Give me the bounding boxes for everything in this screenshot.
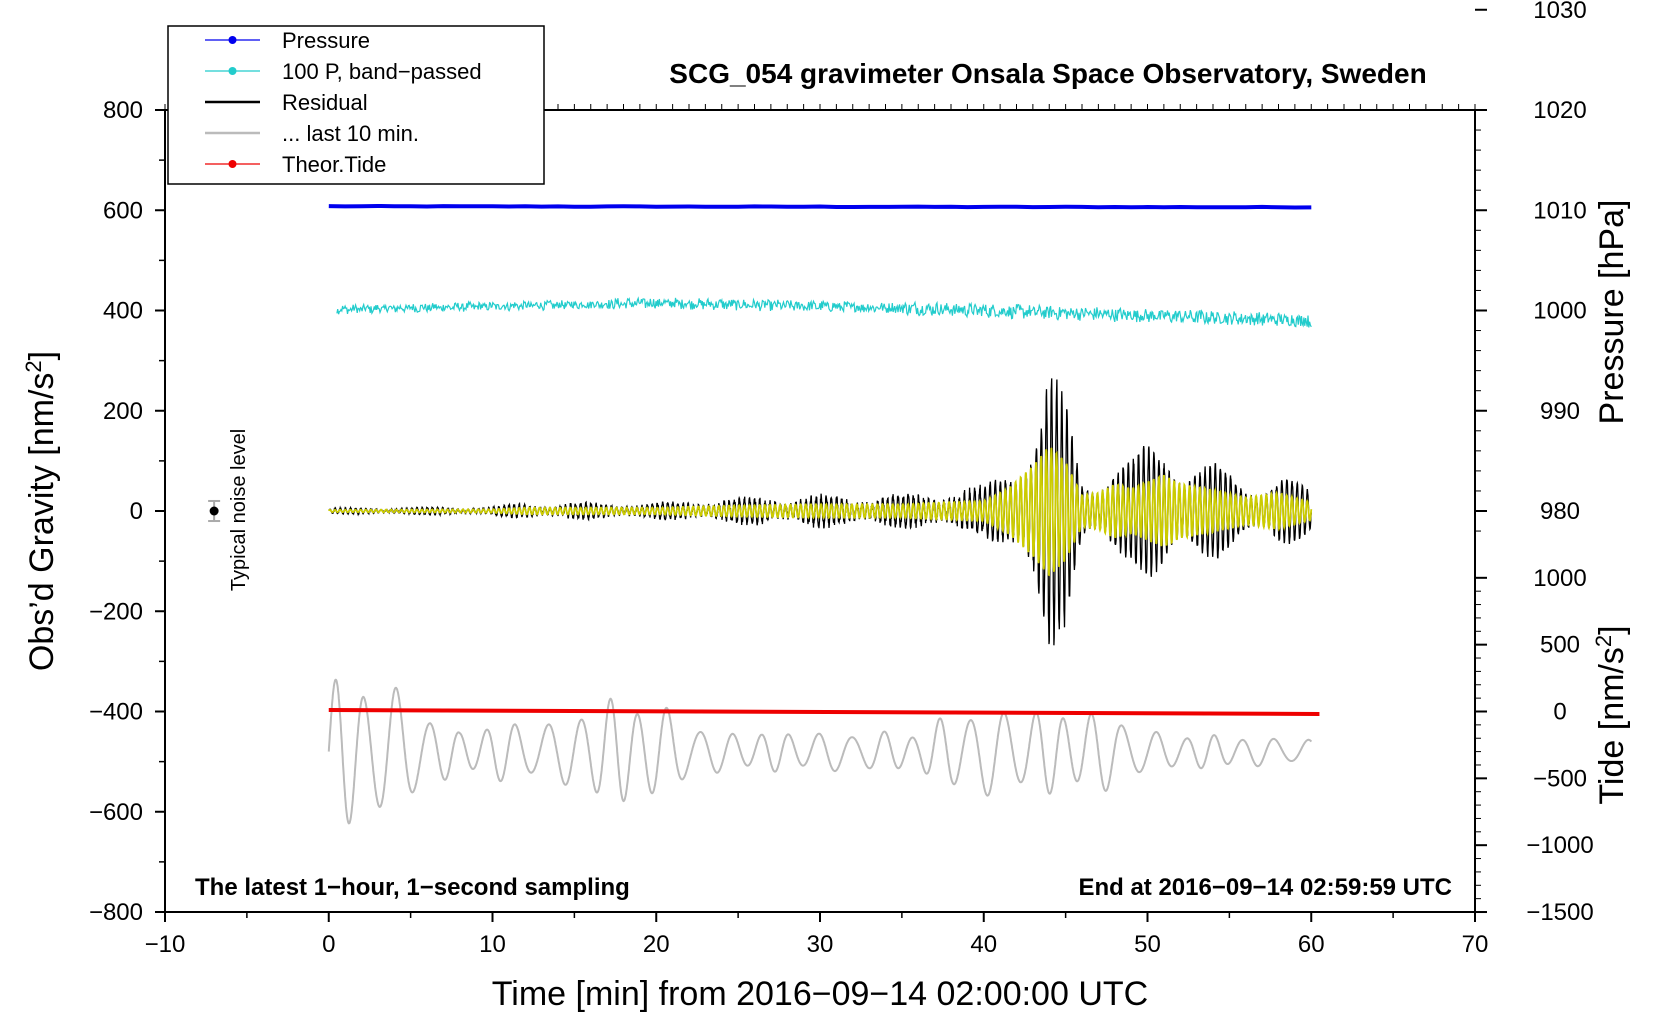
x-tick-label: −10 (145, 931, 186, 958)
pressure-tick-label: 990 (1540, 398, 1580, 425)
x-tick-label: 50 (1134, 931, 1161, 958)
tide-tick-label: −1000 (1526, 832, 1593, 859)
y-tick-label: −200 (89, 598, 143, 625)
chart-title: SCG_054 gravimeter Onsala Space Observat… (669, 58, 1426, 89)
y-axis: −800 −600 −400 −200 0 200 400 600 800 (89, 97, 165, 926)
legend-label: Pressure (282, 28, 370, 53)
legend-marker (228, 160, 237, 168)
legend-label: 100 P, band−passed (282, 59, 482, 84)
tide-tick-label: −1500 (1526, 899, 1593, 926)
x-tick-label: 30 (807, 931, 834, 958)
series-theor-tide (328, 707, 1320, 717)
x-tick-label: 20 (643, 931, 670, 958)
noise-level-label: Typical noise level (228, 429, 250, 591)
series-layer (327, 203, 1320, 825)
tide-tick-label: 0 (1553, 699, 1566, 726)
x-tick-label: 40 (970, 931, 997, 958)
tide-axis: −1500 −1000 −500 0 500 1000 (1475, 565, 1594, 926)
x-tick-label: 60 (1298, 931, 1325, 958)
series-residual-filtered (327, 447, 1313, 577)
y-tick-label: 200 (103, 398, 143, 425)
tide-axis-title-sup: 2 (1591, 635, 1616, 647)
legend: Pressure 100 P, band−passed Residual ... la… (167, 25, 545, 185)
x-tick-label: 0 (322, 931, 335, 958)
tide-axis-title: Tide [nm/s2] (1591, 625, 1632, 804)
pressure-axis-title: Pressure [hPa] (1593, 200, 1631, 425)
x-tick-label: 10 (479, 931, 506, 958)
y-tick-label: −800 (89, 899, 143, 926)
y-tick-label: 800 (103, 97, 143, 124)
pressure-tick-label: 1010 (1533, 197, 1586, 224)
annotation-bottom-left: The latest 1−hour, 1−second sampling (195, 874, 630, 901)
y-tick-label: −600 (89, 799, 143, 826)
legend-marker (228, 36, 237, 44)
noise-level-marker: Typical noise level (208, 429, 250, 591)
x-axis: −10 0 10 20 30 40 50 60 70 (145, 912, 1489, 958)
series-last-10-min (327, 678, 1313, 825)
tide-tick-label: 1000 (1533, 565, 1586, 592)
y-tick-label: 400 (103, 298, 143, 325)
tide-axis-title-end: ] (1593, 625, 1631, 634)
series-pressure (328, 203, 1312, 210)
y-axis-title: Obs’d Gravity [nm/s2] (21, 351, 62, 671)
pressure-axis: 980 990 1000 1010 1020 1030 (1475, 0, 1587, 532)
series-100p-band-passed (336, 296, 1312, 328)
y-tick-label: 0 (130, 498, 143, 525)
tide-axis-title-main: Tide [nm/s (1593, 647, 1631, 804)
x-tick-label: 70 (1462, 931, 1489, 958)
y-tick-label: −400 (89, 699, 143, 726)
noise-dot (209, 506, 219, 516)
legend-box (167, 25, 545, 185)
y-tick-label: 600 (103, 197, 143, 224)
annotation-bottom-right: End at 2016−09−14 02:59:59 UTC (1078, 874, 1452, 901)
tide-tick-label: −500 (1533, 765, 1587, 792)
legend-marker (228, 67, 237, 75)
x-axis-title: Time [min] from 2016−09−14 02:00:00 UTC (492, 975, 1148, 1013)
pressure-tick-label: 980 (1540, 498, 1580, 525)
pressure-tick-label: 1000 (1533, 298, 1586, 325)
tide-tick-label: 500 (1540, 632, 1580, 659)
legend-label: Residual (282, 90, 368, 115)
legend-label: Theor.Tide (282, 152, 386, 177)
y-axis-title-end: ] (23, 351, 61, 360)
legend-entries: Pressure 100 P, band−passed Residual ... la… (205, 28, 482, 177)
legend-label: ... last 10 min. (282, 121, 419, 146)
pressure-tick-label: 1030 (1533, 0, 1586, 24)
y-axis-title-sup: 2 (21, 360, 46, 372)
pressure-tick-label: 1020 (1533, 97, 1586, 124)
y-axis-title-main: Obs’d Gravity [nm/s (23, 373, 61, 672)
